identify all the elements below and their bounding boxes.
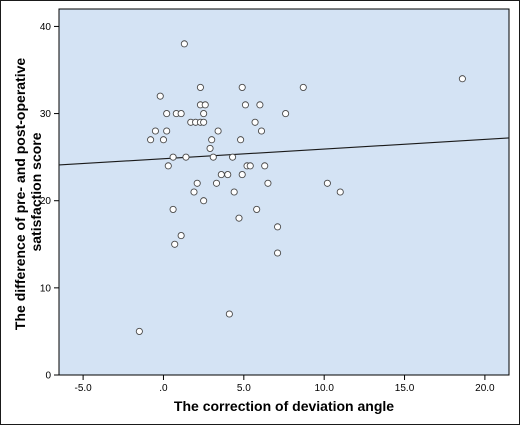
data-point <box>230 188 238 196</box>
data-point <box>171 240 179 248</box>
y-tick-label: 40 <box>40 22 52 33</box>
data-point <box>169 205 177 213</box>
data-point <box>237 136 245 144</box>
y-tick-label: 20 <box>40 196 52 207</box>
data-point <box>180 40 188 48</box>
x-tick-label: .0 <box>159 383 168 394</box>
y-tick-label: 10 <box>40 283 52 294</box>
data-point <box>177 110 185 118</box>
data-point <box>177 232 185 240</box>
y-axis-title-line-1: The difference of pre- and post-operativ… <box>12 58 28 330</box>
data-point <box>238 83 246 91</box>
data-point <box>209 153 217 161</box>
data-point <box>274 223 282 231</box>
data-point <box>229 153 237 161</box>
fit-line <box>58 137 510 166</box>
data-point <box>193 179 201 187</box>
data-point <box>214 127 222 135</box>
data-point <box>135 327 143 335</box>
data-point <box>299 83 307 91</box>
y-tick-label: 0 <box>45 371 51 382</box>
data-point <box>251 118 259 126</box>
y-tick-label: 30 <box>40 109 52 120</box>
data-point <box>257 127 266 135</box>
x-tick-label: 20.0 <box>475 383 495 394</box>
data-point <box>147 136 155 144</box>
data-point <box>169 153 177 161</box>
data-point <box>217 171 225 179</box>
data-point <box>190 188 198 196</box>
data-point <box>225 310 233 318</box>
data-point <box>235 214 243 222</box>
data-point <box>458 75 466 83</box>
x-tick-label: 10.0 <box>314 383 334 394</box>
data-point <box>196 83 204 91</box>
data-point <box>323 179 331 187</box>
x-tick-label: -5.0 <box>74 383 92 394</box>
data-point <box>163 127 171 135</box>
data-point <box>200 118 208 126</box>
data-point <box>156 92 164 100</box>
data-point <box>246 162 254 170</box>
data-point <box>264 179 272 187</box>
x-tick-label: 5.0 <box>237 383 251 394</box>
data-point <box>151 127 159 135</box>
data-point <box>261 162 269 170</box>
data-point <box>238 171 246 179</box>
data-point <box>164 162 172 170</box>
data-point <box>182 153 190 161</box>
y-axis-title-line-2: satisfaction score <box>28 132 44 251</box>
data-point <box>159 136 168 144</box>
data-point <box>200 197 208 205</box>
data-point <box>163 110 171 118</box>
plot-area <box>58 8 510 376</box>
x-tick-label: 15.0 <box>395 383 415 394</box>
data-point <box>206 144 214 152</box>
data-point <box>200 110 208 118</box>
data-point <box>224 171 232 179</box>
data-point <box>212 179 221 187</box>
data-point <box>208 136 216 144</box>
data-point <box>241 101 249 109</box>
data-point <box>253 205 261 213</box>
x-axis-title: The correction of deviation angle <box>174 398 394 414</box>
data-point <box>201 101 209 109</box>
data-point <box>282 110 290 118</box>
data-point <box>336 188 344 196</box>
y-axis-title: The difference of pre- and post-operativ… <box>12 54 44 330</box>
data-point <box>256 101 264 109</box>
data-point <box>274 249 282 257</box>
